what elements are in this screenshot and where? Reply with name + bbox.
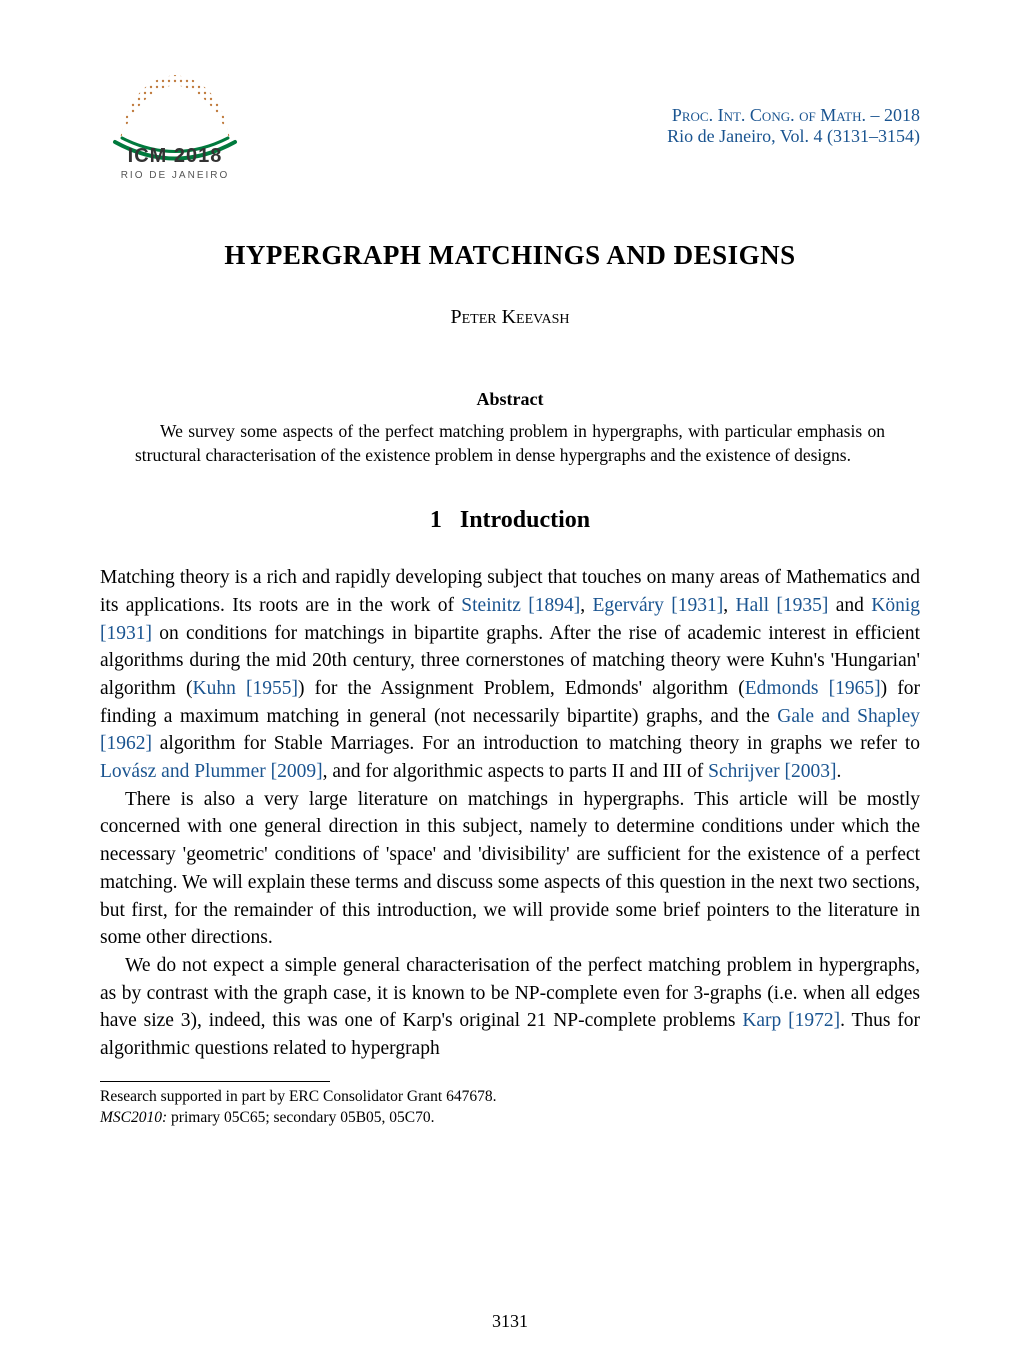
- paper-title: HYPERGRAPH MATCHINGS AND DESIGNS: [100, 240, 920, 271]
- proc-line-1[interactable]: Proc. Int. Cong. of Math. – 2018: [667, 105, 920, 126]
- proc-text-a: Proc. Int. Cong. of Math.: [672, 105, 866, 125]
- citation-egervary[interactable]: Egerváry [1931]: [592, 595, 723, 616]
- footnote-rule: [100, 1081, 330, 1082]
- msc-codes: primary 05C65; secondary 05B05, 05C70.: [167, 1109, 434, 1126]
- abstract-heading: Abstract: [100, 389, 920, 410]
- msc-label: MSC2010:: [100, 1109, 167, 1126]
- abstract-text: We survey some aspects of the perfect ma…: [135, 420, 885, 467]
- section-number: 1: [430, 507, 442, 533]
- page-number: 3131: [0, 1311, 1020, 1332]
- paragraph-1: Matching theory is a rich and rapidly de…: [100, 564, 920, 786]
- logo-block: ICM 2018 RIO DE JANEIRO: [100, 60, 250, 190]
- section-title: Introduction: [460, 507, 590, 533]
- citation-schrijver[interactable]: Schrijver [2003]: [708, 761, 836, 782]
- svg-text:RIO DE JANEIRO: RIO DE JANEIRO: [121, 170, 230, 181]
- icm-logo-icon: ICM 2018 RIO DE JANEIRO: [100, 60, 250, 190]
- citation-steinitz[interactable]: Steinitz [1894]: [461, 595, 580, 616]
- body-text: Matching theory is a rich and rapidly de…: [100, 564, 920, 1062]
- proc-line-2[interactable]: Rio de Janeiro, Vol. 4 (3131–3154): [667, 126, 920, 147]
- citation-karp[interactable]: Karp [1972]: [742, 1010, 840, 1031]
- proc-text-b: – 2018: [866, 105, 920, 125]
- citation-kuhn[interactable]: Kuhn [1955]: [192, 678, 298, 699]
- citation-hall[interactable]: Hall [1935]: [735, 595, 828, 616]
- header-row: ICM 2018 RIO DE JANEIRO Proc. Int. Cong.…: [100, 60, 920, 190]
- footnote-msc: MSC2010: primary 05C65; secondary 05B05,…: [100, 1108, 920, 1129]
- footnote-block: Research supported in part by ERC Consol…: [100, 1087, 920, 1129]
- author-name: Peter Keevash: [100, 306, 920, 329]
- paragraph-2: There is also a very large literature on…: [100, 786, 920, 952]
- paragraph-3: We do not expect a simple general charac…: [100, 952, 920, 1063]
- citation-edmonds[interactable]: Edmonds [1965]: [745, 678, 881, 699]
- svg-text:ICM 2018: ICM 2018: [128, 145, 223, 167]
- footnote-funding: Research supported in part by ERC Consol…: [100, 1087, 920, 1108]
- citation-lovasz-plummer[interactable]: Lovász and Plummer [2009]: [100, 761, 323, 782]
- proceedings-ref: Proc. Int. Cong. of Math. – 2018 Rio de …: [667, 105, 920, 147]
- section-heading: 1 Introduction: [100, 507, 920, 534]
